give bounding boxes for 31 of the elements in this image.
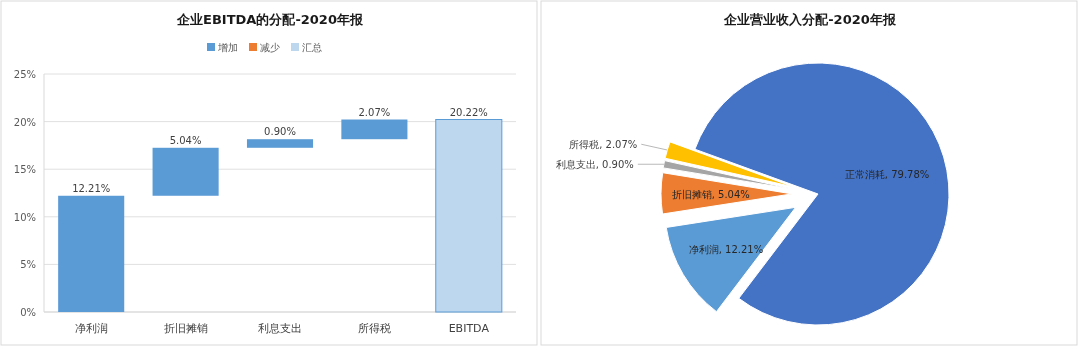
y-tick-label: 5% <box>20 259 36 271</box>
y-tick-label: 20% <box>13 116 36 128</box>
legend-label: 减少 <box>260 42 280 53</box>
text: 5.04% <box>169 134 202 146</box>
legend-label: 汇总 <box>302 42 322 53</box>
slice-label: 折旧摊销, 5.04% <box>671 188 750 200</box>
text: 0.90% <box>264 126 296 138</box>
legend-label: 增加 <box>217 42 238 53</box>
text: 12.21% <box>72 182 111 194</box>
y-tick-label: 10% <box>13 211 36 223</box>
bar <box>58 195 125 312</box>
text: 20.22% <box>449 106 488 118</box>
bar <box>246 139 314 148</box>
x-tick-label: 利息支出 <box>258 322 302 335</box>
chart-title: 企业营业收入分配-2020年报 <box>723 12 897 27</box>
bar <box>435 119 503 313</box>
slice-label: 所得税, 2.07% <box>569 139 638 151</box>
bar <box>152 147 219 196</box>
x-tick-label: EBITDA <box>448 322 490 335</box>
y-tick-label: 25% <box>13 69 36 80</box>
x-tick-label: 净利润 <box>74 322 108 335</box>
x-tick-label: 折旧摊销 <box>163 322 208 335</box>
slice-label: 正常消耗, 79.78% <box>844 168 930 180</box>
y-tick-label: 0% <box>20 307 36 318</box>
text: 2.07% <box>358 106 391 118</box>
slice-label: 净利润, 12.21% <box>688 243 764 255</box>
chart-title: 企业EBITDA的分配-2020年报 <box>176 12 364 27</box>
x-tick-label: 所得税 <box>357 322 391 335</box>
slice-label: 利息支出, 0.90% <box>555 159 634 171</box>
y-tick-label: 15% <box>13 164 36 176</box>
bar <box>341 119 408 140</box>
